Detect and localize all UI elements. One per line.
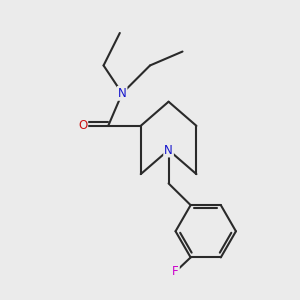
Text: N: N — [164, 143, 173, 157]
Text: O: O — [78, 119, 87, 132]
Text: F: F — [172, 265, 179, 278]
Text: N: N — [118, 87, 127, 100]
